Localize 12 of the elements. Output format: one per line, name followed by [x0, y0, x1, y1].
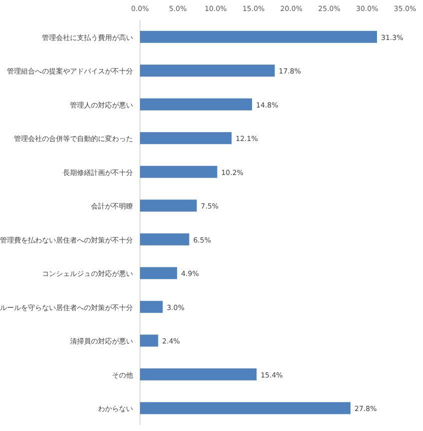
- bar: [140, 200, 197, 212]
- bar: [140, 267, 178, 280]
- bar: [140, 98, 252, 110]
- bar: [140, 300, 163, 313]
- bar: [140, 233, 190, 246]
- bar: [140, 402, 350, 414]
- bar: [140, 166, 218, 178]
- bar: [140, 334, 158, 347]
- bar: [140, 132, 232, 144]
- bar: [140, 30, 377, 43]
- bar: [140, 64, 275, 77]
- bar: [140, 368, 257, 380]
